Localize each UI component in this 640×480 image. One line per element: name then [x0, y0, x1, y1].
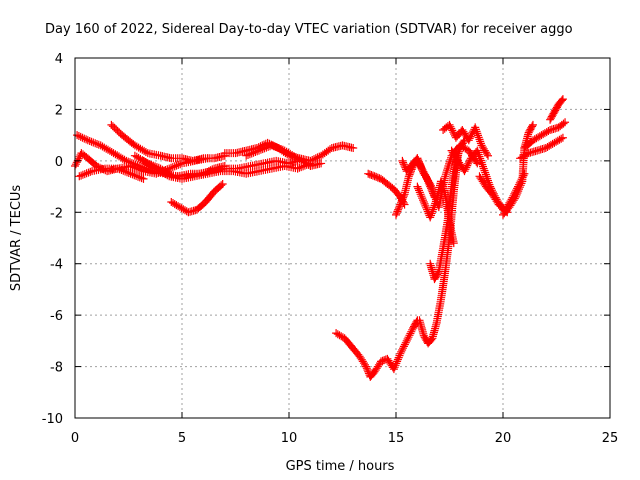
data-point-markers [167, 180, 227, 217]
data-point-markers [242, 141, 326, 170]
y-tick-label: -2 [50, 206, 63, 221]
chart-title: Day 160 of 2022, Sidereal Day-to-day VTE… [45, 22, 573, 37]
data-point-markers [139, 156, 315, 183]
data-point-markers [107, 120, 229, 165]
y-tick-label: -4 [50, 258, 63, 273]
x-tick-label: 15 [388, 431, 405, 446]
data-point-markers [332, 316, 422, 381]
series-6 [139, 156, 315, 183]
x-tick-label: 20 [495, 431, 512, 446]
plot-frame [74, 57, 611, 419]
series-7 [167, 180, 227, 217]
y-axis-label: SDTVAR / TECUs [9, 185, 24, 292]
series-16 [426, 136, 469, 284]
y-tick-label: -6 [50, 309, 63, 324]
series-19 [475, 169, 529, 214]
data-point-markers [546, 95, 567, 124]
y-tick-label: 2 [55, 103, 63, 118]
data-point-markers [520, 118, 570, 152]
series-22 [520, 118, 570, 152]
series-10 [332, 316, 422, 381]
x-tick-labels: 0 5 10 15 20 25 [71, 431, 618, 446]
grid [75, 58, 610, 418]
x-axis-label: GPS time / hours [286, 459, 395, 474]
y-tick-label: 0 [55, 155, 63, 170]
data-point-markers [426, 136, 469, 284]
y-tick-label: 4 [55, 52, 63, 67]
x-tick-label: 5 [178, 431, 186, 446]
x-tick-label: 0 [71, 431, 79, 446]
series-9 [242, 141, 326, 170]
x-tick-label: 10 [281, 431, 298, 446]
y-tick-label: -8 [50, 361, 63, 376]
series-23 [546, 95, 567, 124]
series-21 [516, 133, 567, 163]
data-point-markers [439, 120, 493, 160]
x-tick-label: 25 [602, 431, 619, 446]
data-point-markers [516, 133, 567, 163]
y-tick-labels: 4 2 0 -2 -4 -6 -8 -10 [42, 52, 63, 427]
data-point-markers [475, 169, 529, 214]
series-17 [439, 120, 493, 160]
data-points [71, 95, 570, 381]
series-4 [107, 120, 229, 165]
y-tick-label: -10 [42, 412, 63, 427]
